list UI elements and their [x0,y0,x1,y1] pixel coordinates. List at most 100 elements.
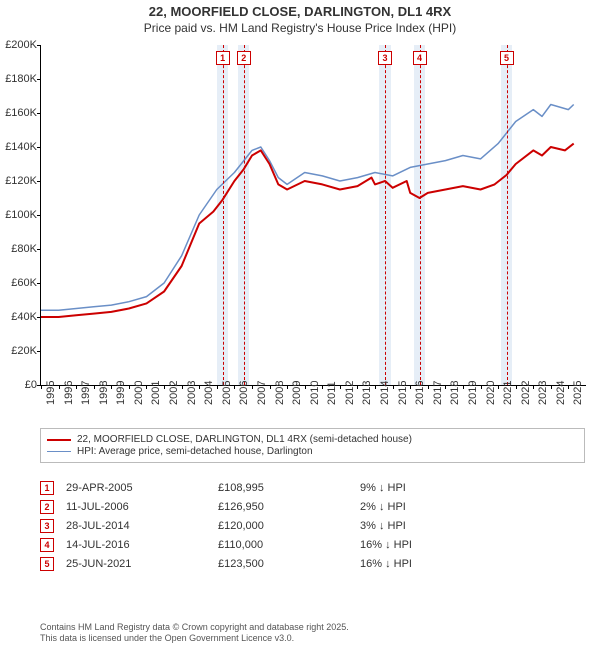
x-tick-mark [199,385,200,389]
y-tick-mark [37,147,41,148]
legend-label-property: 22, MOORFIELD CLOSE, DARLINGTON, DL1 4RX… [77,434,412,445]
x-tick-label: 2016 [414,381,426,405]
y-tick-label: £180K [1,73,37,85]
sale-vline [385,45,386,385]
series-line-hpi [41,105,574,311]
x-tick-mark [217,385,218,389]
sales-row-diff: 16% ↓ HPI [360,539,585,551]
x-tick-mark [410,385,411,389]
x-tick-mark [94,385,95,389]
y-tick-mark [37,249,41,250]
series-line-property [41,144,574,317]
sales-row-price: £123,500 [218,558,348,570]
x-tick-label: 1996 [63,381,75,405]
title-line-1: 22, MOORFIELD CLOSE, DARLINGTON, DL1 4RX [0,4,600,19]
sales-row-date: 11-JUL-2006 [66,501,206,513]
sales-row: 414-JUL-2016£110,00016% ↓ HPI [40,538,585,552]
x-tick-mark [463,385,464,389]
y-tick-label: £0 [1,379,37,391]
legend-swatch-hpi [47,451,71,452]
sales-row-date: 29-APR-2005 [66,482,206,494]
title-line-2: Price paid vs. HM Land Registry's House … [0,21,600,35]
x-tick-mark [357,385,358,389]
x-tick-mark [111,385,112,389]
x-tick-label: 1998 [98,381,110,405]
x-tick-label: 1999 [115,381,127,405]
legend-label-hpi: HPI: Average price, semi-detached house,… [77,446,313,457]
x-tick-label: 2001 [150,381,162,405]
x-tick-mark [375,385,376,389]
y-tick-mark [37,113,41,114]
x-tick-mark [76,385,77,389]
x-tick-mark [129,385,130,389]
x-tick-mark [234,385,235,389]
x-tick-label: 2007 [256,381,268,405]
x-tick-label: 2011 [326,381,338,405]
sale-marker: 1 [216,51,230,65]
y-tick-mark [37,79,41,80]
x-tick-mark [59,385,60,389]
footer-line-1: Contains HM Land Registry data © Crown c… [40,622,585,633]
x-tick-label: 2021 [502,381,514,405]
y-tick-mark [37,45,41,46]
sales-table: 129-APR-2005£108,9959% ↓ HPI 211-JUL-2006… [40,476,585,576]
x-tick-mark [445,385,446,389]
sales-row: 129-APR-2005£108,9959% ↓ HPI [40,481,585,495]
x-tick-mark [498,385,499,389]
sale-marker: 4 [413,51,427,65]
x-tick-label: 2023 [537,381,549,405]
y-tick-label: £80K [1,243,37,255]
x-tick-mark [533,385,534,389]
x-tick-mark [252,385,253,389]
y-tick-mark [37,215,41,216]
sales-row: 211-JUL-2006£126,9502% ↓ HPI [40,500,585,514]
x-tick-label: 2017 [432,381,444,405]
x-tick-label: 2014 [379,381,391,405]
footer-line-2: This data is licensed under the Open Gov… [40,633,585,644]
sales-row-price: £110,000 [218,539,348,551]
sales-row-diff: 16% ↓ HPI [360,558,585,570]
sales-row-marker: 4 [40,538,54,552]
x-tick-label: 2003 [186,381,198,405]
y-tick-mark [37,283,41,284]
sales-row: 328-JUL-2014£120,0003% ↓ HPI [40,519,585,533]
x-tick-label: 2025 [572,381,584,405]
sales-row-marker: 5 [40,557,54,571]
y-tick-label: £100K [1,209,37,221]
legend-box: 22, MOORFIELD CLOSE, DARLINGTON, DL1 4RX… [40,428,585,463]
sale-vline [420,45,421,385]
sales-row-price: £120,000 [218,520,348,532]
y-tick-mark [37,181,41,182]
sales-row-diff: 9% ↓ HPI [360,482,585,494]
plot-area: 12345£0£20K£40K£60K£80K£100K£120K£140K£1… [40,45,586,386]
chart-container: 22, MOORFIELD CLOSE, DARLINGTON, DL1 4RX… [0,0,600,650]
x-tick-mark [568,385,569,389]
y-tick-label: £140K [1,141,37,153]
x-tick-mark [287,385,288,389]
x-tick-mark [164,385,165,389]
x-tick-label: 2000 [133,381,145,405]
x-tick-label: 2015 [397,381,409,405]
x-tick-mark [393,385,394,389]
x-tick-mark [481,385,482,389]
x-tick-label: 2005 [221,381,233,405]
sales-row: 5 25-JUN-2021 £123,500 16% ↓ HPI [40,557,585,571]
x-tick-mark [340,385,341,389]
y-tick-mark [37,351,41,352]
title-block: 22, MOORFIELD CLOSE, DARLINGTON, DL1 4RX… [0,0,600,35]
sale-vline [223,45,224,385]
x-tick-mark [305,385,306,389]
y-tick-label: £60K [1,277,37,289]
sales-row-date: 25-JUN-2021 [66,558,206,570]
x-tick-label: 2018 [449,381,461,405]
x-tick-label: 2008 [274,381,286,405]
x-tick-label: 2004 [203,381,215,405]
x-tick-label: 2024 [555,381,567,405]
sale-marker: 5 [500,51,514,65]
sales-row-diff: 2% ↓ HPI [360,501,585,513]
legend-item-hpi: HPI: Average price, semi-detached house,… [47,446,578,457]
y-tick-label: £160K [1,107,37,119]
x-tick-label: 2002 [168,381,180,405]
x-tick-label: 2022 [520,381,532,405]
x-tick-mark [516,385,517,389]
